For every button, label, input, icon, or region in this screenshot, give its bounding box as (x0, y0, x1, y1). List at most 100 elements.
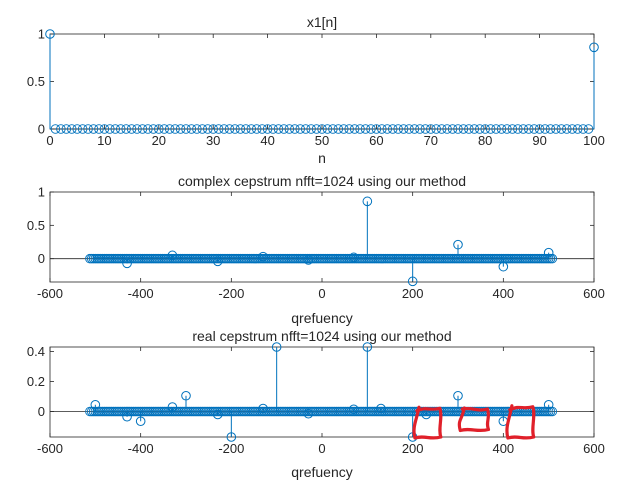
stem-marker (507, 124, 518, 134)
stem-marker (219, 124, 229, 134)
stem-marker (453, 390, 463, 401)
stem-marker (513, 124, 523, 134)
stem-marker (132, 124, 142, 134)
stem-marker (208, 124, 218, 134)
stem-marker (498, 261, 509, 272)
stem-marker (540, 124, 550, 134)
stem-marker (148, 124, 159, 134)
x-tick-label: 60 (369, 133, 383, 148)
stem-marker (226, 432, 237, 442)
stem-marker (362, 196, 373, 207)
stem-marker (192, 124, 202, 134)
stem-marker (426, 124, 436, 134)
stem-marker (257, 124, 267, 134)
x-tick-label: 400 (492, 286, 514, 301)
stem-marker (366, 124, 376, 134)
stem-marker (480, 124, 490, 134)
stem-marker (572, 124, 583, 134)
stem-marker (431, 124, 441, 134)
x-tick-label: -400 (128, 286, 154, 301)
stem-marker (159, 124, 169, 134)
x-tick-label: 50 (315, 133, 329, 148)
chart-real-cepstrum: real cepstrum nfft=1024 using our method… (27, 328, 605, 480)
axes-box (49, 346, 595, 438)
stem-marker (453, 239, 463, 250)
stem-marker (502, 124, 512, 134)
stem-marker (534, 124, 545, 134)
x-tick-label: 600 (583, 441, 605, 456)
chart-complex-cepstrum: complex cepstrum nfft=1024 using our met… (27, 173, 605, 326)
stem-marker (543, 399, 554, 410)
stem-marker (387, 124, 398, 134)
x-tick-label: -400 (128, 441, 154, 456)
stem-marker (262, 124, 273, 134)
stem-marker (167, 402, 178, 412)
y-tick-label: 1 (38, 185, 45, 200)
stem-marker (491, 124, 501, 134)
annotation-layer (412, 404, 536, 440)
y-tick-label: 0 (38, 251, 45, 266)
stem-marker (295, 124, 305, 134)
stem-marker (203, 124, 213, 134)
stem-marker (377, 124, 387, 134)
stem-marker (589, 42, 599, 53)
stem-marker (186, 124, 197, 134)
stem-marker (258, 251, 268, 262)
stem-marker (213, 124, 224, 134)
stem-marker (88, 124, 99, 134)
stem-marker (407, 276, 418, 287)
stem-marker (284, 124, 295, 134)
stem-marker (404, 124, 414, 134)
stem-marker (154, 124, 164, 134)
stem-marker (469, 124, 480, 134)
stem-marker (420, 124, 431, 134)
stem-marker (72, 124, 82, 134)
stem-marker (348, 404, 359, 415)
chart-x1-signal: x1[n] n 0 10 20 30 40 50 60 70 80 90 100 0 0.5 1 (27, 14, 605, 166)
y-tick-label: 0.5 (27, 218, 45, 233)
stem-marker (360, 124, 371, 134)
stem-marker (317, 124, 327, 134)
stem-marker (56, 124, 66, 134)
stem-marker (164, 124, 175, 134)
stem-marker (442, 124, 452, 134)
x-tick-label: -200 (218, 286, 244, 301)
stem-marker (67, 124, 77, 134)
stem-marker (167, 250, 178, 261)
stem-marker (246, 124, 257, 134)
stem-marker (212, 409, 223, 420)
stem-marker (290, 124, 300, 134)
stem-marker (271, 342, 282, 352)
hand-drawn-annotation-box (505, 404, 536, 440)
x-tick-label: 90 (532, 133, 546, 148)
x-axis-label: qrefuency (291, 310, 352, 326)
x-tick-label: 40 (260, 133, 274, 148)
stem-marker (115, 124, 126, 134)
stem-marker (393, 124, 403, 134)
stem-marker (251, 124, 262, 134)
stem-marker (355, 124, 365, 134)
stem-marker (447, 124, 458, 134)
axes-box (49, 191, 595, 283)
x-tick-label: -200 (218, 441, 244, 456)
stem-marker (496, 124, 507, 134)
stem-marker (121, 124, 131, 134)
x-tick-label: -600 (37, 441, 63, 456)
stem-marker (398, 124, 409, 134)
stem-marker (105, 124, 115, 134)
stem-marker (235, 124, 246, 134)
stem-marker (45, 29, 55, 39)
stem-marker (61, 124, 72, 134)
stem-marker (110, 124, 121, 134)
stem-marker (362, 342, 373, 352)
stem-marker (376, 403, 386, 414)
stem-marker (137, 124, 148, 134)
x-tick-label: -600 (37, 286, 63, 301)
stem-marker (562, 124, 572, 134)
stem-marker (143, 124, 153, 134)
stem-marker (415, 124, 425, 134)
stem-marker (122, 258, 132, 269)
stem-marker (556, 124, 567, 134)
stem-marker (348, 252, 359, 263)
